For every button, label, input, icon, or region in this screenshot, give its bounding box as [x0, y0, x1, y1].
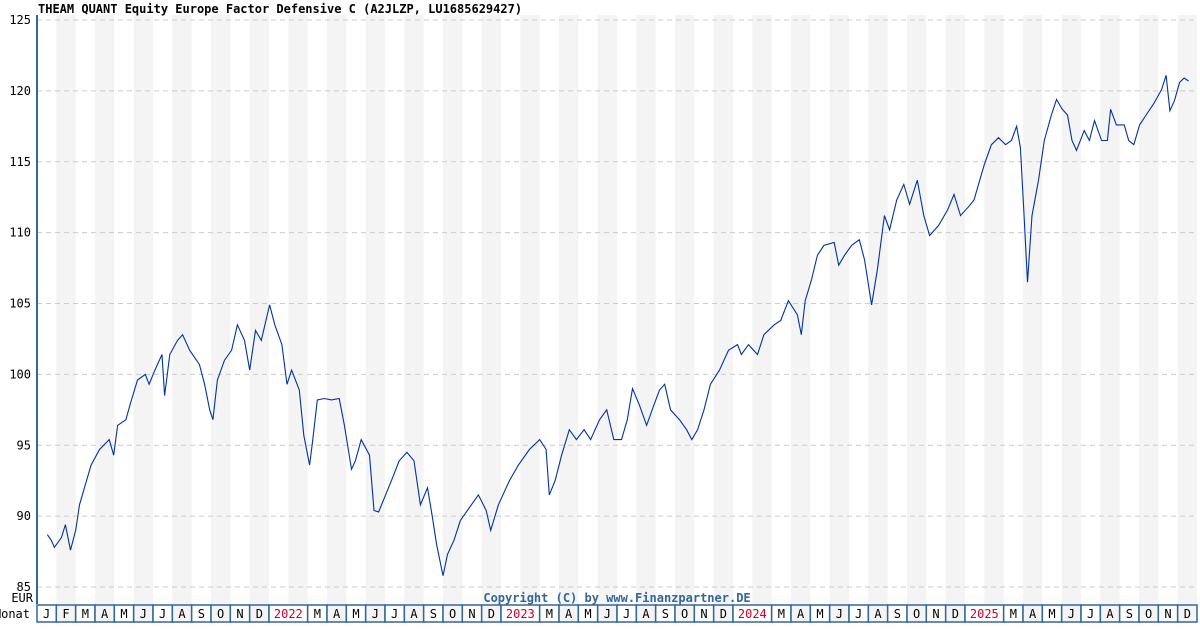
year-label: 2025 — [970, 607, 999, 621]
month-label: M — [352, 607, 359, 621]
month-stripe — [443, 15, 463, 604]
month-label: A — [874, 607, 882, 621]
year-label: 2023 — [506, 607, 535, 621]
month-label: D — [720, 607, 727, 621]
copyright-text: Copyright (C) by www.Finanzpartner.DE — [483, 591, 750, 605]
month-label: N — [236, 607, 243, 621]
month-label: M — [314, 607, 321, 621]
month-label: D — [488, 607, 495, 621]
y-tick-label: 125 — [9, 13, 31, 27]
month-label: J — [372, 607, 379, 621]
y-tick-label: 95 — [17, 438, 31, 452]
y-tick-label: 85 — [17, 580, 31, 594]
month-label: A — [1029, 607, 1037, 621]
month-label: M — [82, 607, 89, 621]
month-label: A — [101, 607, 109, 621]
month-label: S — [198, 607, 205, 621]
month-label: M — [778, 607, 785, 621]
month-label: J — [43, 607, 50, 621]
month-label: J — [140, 607, 147, 621]
month-stripe — [56, 15, 76, 604]
month-label: D — [1184, 607, 1191, 621]
month-label: D — [952, 607, 959, 621]
y-tick-label: 100 — [9, 367, 31, 381]
month-label: N — [468, 607, 475, 621]
y-axis-ticks: 85 90 95 100 105 110 115 120 125 — [9, 13, 31, 594]
month-stripe — [1100, 15, 1120, 604]
price-line — [46, 75, 1189, 576]
month-label: J — [604, 607, 611, 621]
x-axis-label: Monat — [0, 607, 30, 621]
month-label: J — [623, 607, 630, 621]
y-tick-label: 120 — [9, 84, 31, 98]
chart-title: THEAM QUANT Equity Europe Factor Defensi… — [38, 2, 522, 16]
month-label: O — [913, 607, 920, 621]
month-label: N — [700, 607, 707, 621]
month-stripe — [172, 15, 192, 604]
month-label: J — [1087, 607, 1094, 621]
month-label: J — [836, 607, 843, 621]
month-label: O — [1145, 607, 1152, 621]
y-axis-unit-label: EUR — [11, 591, 33, 605]
month-label: M — [1048, 607, 1055, 621]
month-label: M — [120, 607, 127, 621]
month-label: D — [256, 607, 263, 621]
month-label: J — [391, 607, 398, 621]
month-label: A — [178, 607, 186, 621]
month-label: O — [217, 607, 224, 621]
month-cell — [1176, 604, 1198, 623]
month-label: N — [932, 607, 939, 621]
month-label: A — [333, 607, 341, 621]
month-stripe — [829, 15, 849, 604]
month-stripe — [868, 15, 888, 604]
month-label: S — [894, 607, 901, 621]
month-label: S — [430, 607, 437, 621]
month-stripe — [984, 15, 1004, 604]
month-label: J — [159, 607, 166, 621]
month-label: A — [797, 607, 805, 621]
y-tick-label: 90 — [17, 509, 31, 523]
month-label: O — [449, 607, 456, 621]
month-label: J — [1068, 607, 1075, 621]
y-tick-label: 110 — [9, 226, 31, 240]
month-stripe — [713, 15, 733, 604]
month-label: F — [62, 607, 69, 621]
month-stripe — [211, 15, 231, 604]
month-label: S — [1126, 607, 1133, 621]
month-label: J — [855, 607, 862, 621]
year-label: 2022 — [274, 607, 303, 621]
month-label: A — [410, 607, 418, 621]
month-label: N — [1164, 607, 1171, 621]
gridlines — [37, 19, 1197, 588]
month-label: M — [816, 607, 823, 621]
month-label: A — [1106, 607, 1114, 621]
month-stripe — [327, 15, 347, 604]
year-label: 2024 — [738, 607, 767, 621]
month-label: S — [662, 607, 669, 621]
month-label: M — [584, 607, 591, 621]
month-axis: J F M A M J J A S O N D 2022 M A M J J A S O N D 2023 M A M J J A S O N D… — [36, 604, 1198, 623]
month-label: O — [681, 607, 688, 621]
month-label: A — [642, 607, 650, 621]
month-label: M — [1010, 607, 1017, 621]
month-label: M — [546, 607, 553, 621]
month-stripe — [597, 15, 617, 604]
y-tick-label: 115 — [9, 155, 31, 169]
y-tick-label: 105 — [9, 297, 31, 311]
month-label: A — [565, 607, 573, 621]
